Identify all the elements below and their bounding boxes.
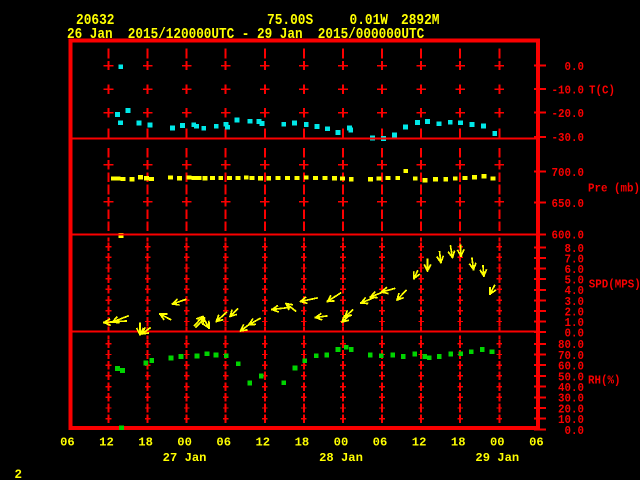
svg-text:6.0: 6.0 — [565, 263, 585, 277]
svg-text:4.0: 4.0 — [565, 284, 585, 298]
svg-text:12: 12 — [412, 435, 427, 449]
svg-text:5.0: 5.0 — [565, 274, 585, 288]
svg-text:60.0: 60.0 — [558, 360, 584, 374]
svg-text:00: 00 — [177, 435, 192, 449]
svg-text:8.0: 8.0 — [565, 242, 585, 256]
svg-text:75.00S: 75.00S — [267, 13, 313, 29]
svg-text:29 Jan: 29 Jan — [475, 451, 519, 465]
svg-text:-10.0: -10.0 — [552, 83, 585, 97]
svg-text:T(C): T(C) — [589, 83, 615, 97]
svg-text:20.0: 20.0 — [558, 402, 584, 416]
svg-text:06: 06 — [216, 435, 231, 449]
svg-text:1.0: 1.0 — [565, 316, 585, 330]
svg-text:0.0: 0.0 — [565, 60, 585, 74]
svg-text:-30.0: -30.0 — [552, 131, 585, 145]
svg-text:06: 06 — [529, 435, 544, 449]
svg-text:18: 18 — [451, 435, 466, 449]
svg-text:12: 12 — [256, 435, 271, 449]
svg-text:18: 18 — [295, 435, 310, 449]
svg-text:0.01W: 0.01W — [350, 13, 389, 29]
svg-text:00: 00 — [334, 435, 349, 449]
svg-text:27 Jan: 27 Jan — [163, 451, 207, 465]
svg-text:7.0: 7.0 — [565, 253, 585, 267]
svg-text:50.0: 50.0 — [558, 370, 584, 384]
svg-text:SPD(MPS): SPD(MPS) — [589, 278, 640, 292]
svg-text:80.0: 80.0 — [558, 338, 584, 352]
svg-text:2892M: 2892M — [401, 13, 440, 29]
svg-text:0.0: 0.0 — [565, 424, 585, 438]
svg-text:06: 06 — [60, 435, 75, 449]
svg-text:700.0: 700.0 — [552, 166, 585, 180]
svg-text:Pre (mb): Pre (mb) — [588, 181, 640, 195]
svg-text:30.0: 30.0 — [558, 392, 584, 406]
svg-text:0.0: 0.0 — [565, 326, 585, 340]
svg-text:2: 2 — [15, 467, 23, 480]
svg-text:28 Jan: 28 Jan — [319, 451, 363, 465]
svg-text:26 Jan 2015/120000UTC - 29 Ja: 26 Jan 2015/120000UTC - 29 Jan 2015/0000… — [67, 27, 424, 43]
svg-text:650.0: 650.0 — [552, 197, 585, 211]
svg-text:00: 00 — [490, 435, 505, 449]
svg-text:12: 12 — [99, 435, 114, 449]
svg-text:70.0: 70.0 — [558, 349, 584, 363]
svg-text:10.0: 10.0 — [558, 413, 584, 427]
svg-text:40.0: 40.0 — [558, 381, 584, 395]
svg-text:2.0: 2.0 — [565, 305, 585, 319]
svg-text:3.0: 3.0 — [565, 295, 585, 309]
svg-text:20632: 20632 — [76, 13, 115, 29]
svg-text:18: 18 — [138, 435, 153, 449]
svg-text:06: 06 — [373, 435, 388, 449]
svg-text:600.0: 600.0 — [552, 229, 585, 243]
svg-text:RH(%): RH(%) — [588, 373, 621, 387]
svg-text:-20.0: -20.0 — [552, 107, 585, 121]
